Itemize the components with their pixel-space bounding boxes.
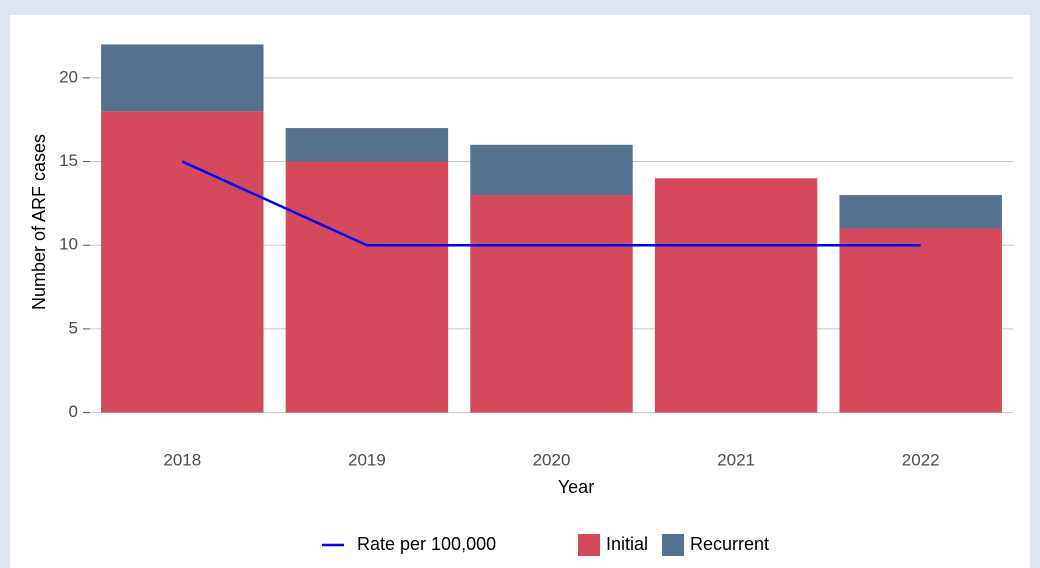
x-tick-label: 2019 — [348, 450, 386, 469]
y-tick-label: 15 — [59, 151, 78, 170]
y-axis-title: Number of ARF cases — [29, 134, 49, 310]
x-tick-label: 2022 — [902, 450, 940, 469]
legend-label: Recurrent — [690, 534, 769, 554]
legend-label: Initial — [606, 534, 648, 554]
bar-segment — [101, 44, 264, 112]
bar-segment — [285, 161, 449, 413]
bar-segment — [101, 111, 264, 413]
legend-swatch — [662, 534, 685, 556]
bar-segment — [285, 128, 449, 162]
x-axis-title: Year — [558, 477, 594, 497]
bar-segment — [839, 228, 1002, 413]
bar-segment — [654, 178, 818, 413]
x-tick-label: 2021 — [717, 450, 755, 469]
bar-segment — [470, 144, 633, 196]
x-tick-label: 2018 — [163, 450, 201, 469]
y-tick-label: 5 — [69, 318, 78, 337]
line — [181, 160, 921, 247]
bar-segment — [470, 195, 633, 413]
x-tick-label: 2020 — [533, 450, 571, 469]
y-tick-label: 0 — [69, 402, 78, 421]
y-tick-label: 10 — [59, 235, 78, 254]
bar-segment — [839, 195, 1002, 229]
legend-label: Rate per 100,000 — [357, 534, 496, 554]
y-tick-label: 20 — [59, 67, 78, 86]
legend-swatch — [578, 534, 600, 556]
